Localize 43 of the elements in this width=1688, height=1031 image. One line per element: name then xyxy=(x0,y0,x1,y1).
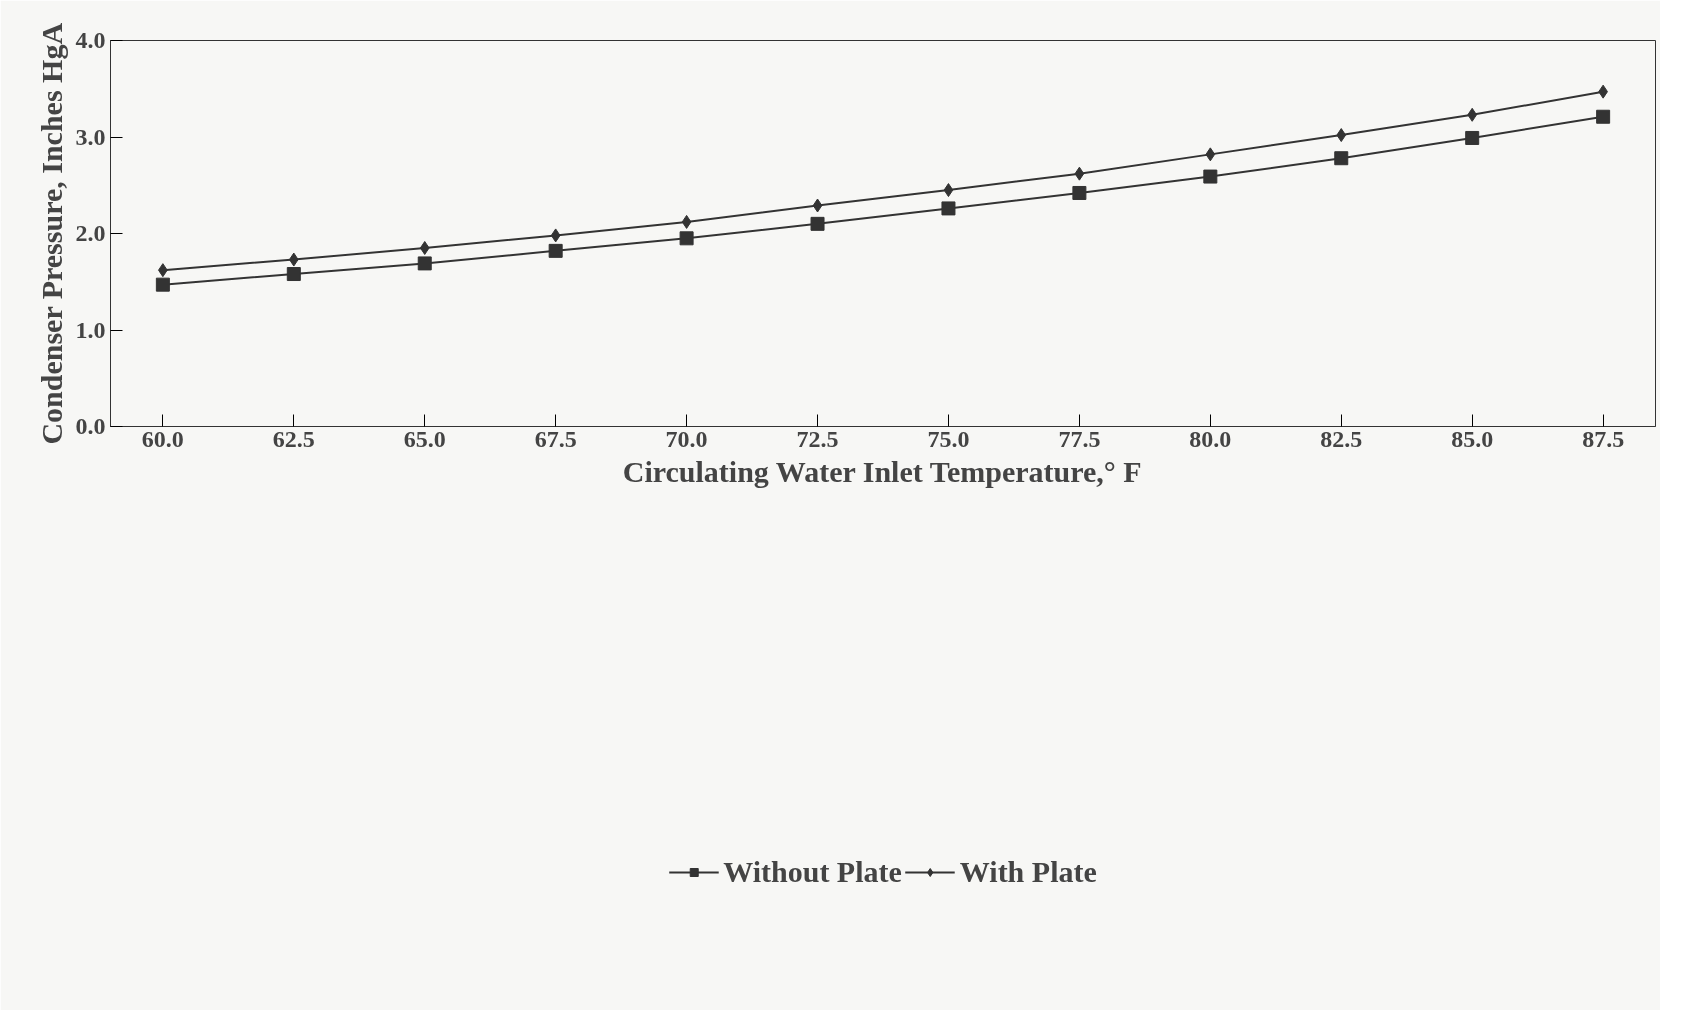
point xyxy=(681,214,692,229)
point xyxy=(1336,128,1347,143)
x-tick-label: 67.5 xyxy=(534,425,577,452)
point xyxy=(550,228,561,243)
y-tick-label: 1.0 xyxy=(75,316,106,343)
point xyxy=(417,256,432,271)
x-axis-title: Circulating Water Inlet Temperature,° F xyxy=(622,454,1142,488)
point xyxy=(1205,147,1216,162)
point xyxy=(286,267,301,282)
y-tick-label: 0.0 xyxy=(75,413,106,439)
point xyxy=(1074,166,1085,181)
point xyxy=(812,198,823,213)
point xyxy=(1334,151,1349,166)
point xyxy=(943,183,954,198)
y-tick-label: 4.0 xyxy=(75,27,106,53)
point xyxy=(288,252,299,267)
legend-label: Without Plate xyxy=(723,854,902,889)
point xyxy=(548,243,563,258)
point xyxy=(1596,109,1611,124)
point xyxy=(1203,169,1218,184)
point xyxy=(1465,130,1480,145)
x-tick-label: 82.5 xyxy=(1320,425,1363,452)
point xyxy=(1467,107,1478,122)
legend-label: With Plate xyxy=(959,854,1097,889)
point xyxy=(155,277,170,292)
y-tick-label: 2.0 xyxy=(75,220,106,246)
x-tick-label: 85.0 xyxy=(1451,425,1494,452)
point xyxy=(810,216,825,231)
x-tick-label: 65.0 xyxy=(403,425,446,452)
x-tick-label: 62.5 xyxy=(272,425,315,452)
x-tick-label: 75.0 xyxy=(927,425,970,452)
point xyxy=(941,201,956,216)
x-tick-label: 70.0 xyxy=(665,425,708,452)
x-tick-label: 87.5 xyxy=(1582,425,1625,452)
point xyxy=(679,231,694,246)
x-tick-label: 60.0 xyxy=(141,425,184,452)
x-tick-label: 72.5 xyxy=(796,425,839,452)
y-axis-title: Condenser Pressure, Inches HgA xyxy=(34,22,68,445)
x-tick-label: 80.0 xyxy=(1189,425,1232,452)
x-tick-label: 77.5 xyxy=(1058,425,1101,452)
point xyxy=(1072,185,1087,200)
point xyxy=(419,240,430,255)
y-tick-label: 3.0 xyxy=(75,123,106,150)
